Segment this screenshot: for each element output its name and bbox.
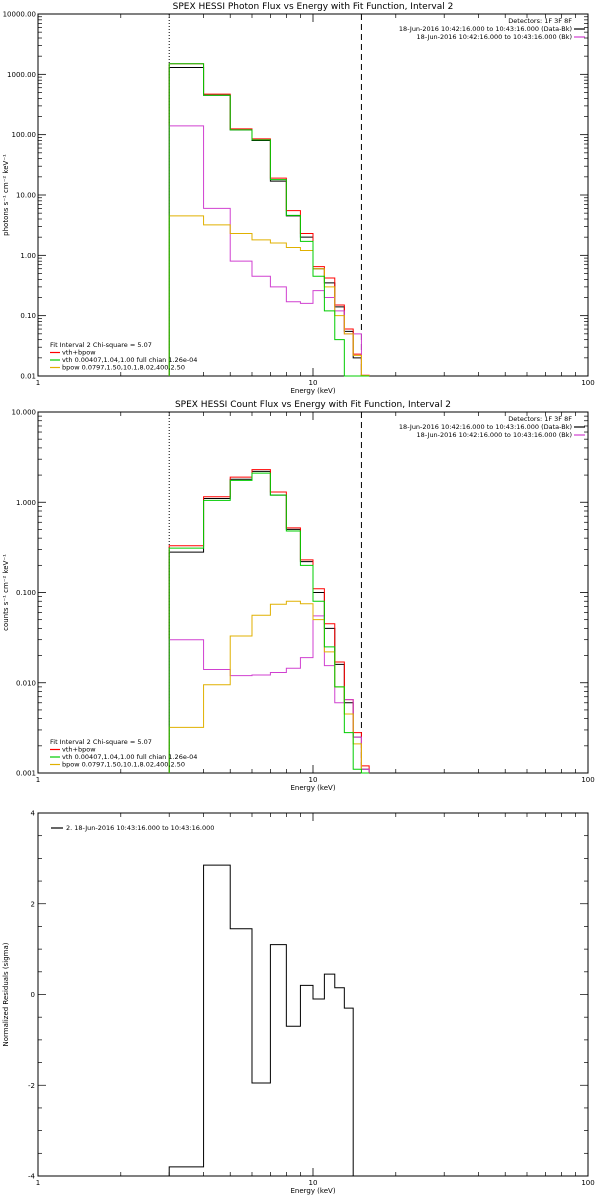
chart-title: SPEX HESSI Photon Flux vs Energy with Fi…	[173, 2, 454, 12]
x-axis-label: Energy (keV)	[290, 387, 335, 395]
series-line-vth-bpow	[168, 63, 370, 376]
y-tick-label: 0.10	[20, 312, 36, 320]
chart-panel-3: 1 10 100 Energy (keV) -4 -2 0 2 4 Normalized Resi…	[2, 810, 595, 1196]
plot-frame	[37, 13, 589, 377]
series-line-bpow	[168, 600, 370, 774]
x-tick-label: 1	[36, 1179, 40, 1187]
y-axis-label: Normalized Residuals (sigma)	[2, 942, 10, 1046]
y-tick-label: 0.010	[16, 679, 36, 687]
legend-text-top-right: 18-Jun-2016 10:42:16.000 to 10:43:16.000…	[417, 431, 572, 439]
legend-text-bottom-left: vth 0.00407,1.04,1.00 full chian 1.26e-0…	[62, 753, 197, 761]
legend-text-top-right: 18-Jun-2016 10:42:16.000 to 10:43:16.000…	[399, 423, 572, 431]
y-tick-label: 1000.00	[7, 71, 36, 79]
chart-title: SPEX HESSI Count Flux vs Energy with Fit…	[175, 400, 451, 410]
y-tick-label: 10.00	[16, 192, 36, 200]
y-axis-label: photons s⁻¹ cm⁻² keV⁻¹	[2, 154, 10, 236]
y-tick-label: 1.00	[20, 252, 36, 260]
legend-text-bottom-left: Fit Interval 2 Chi-square = 5.07	[50, 341, 152, 349]
legend-text-bottom-left: vth+bpow	[62, 746, 96, 754]
x-axis-label: Energy (keV)	[290, 1187, 335, 1195]
y-tick-label: 0	[31, 991, 35, 999]
y-tick-label: -4	[28, 1173, 36, 1181]
y-tick-label: 1.000	[16, 499, 36, 507]
series-line-2-18-jun-2016-10-43-16-000-to-10-43-16-000	[168, 864, 354, 1176]
series-line-vth	[168, 63, 370, 377]
x-tick-label: 100	[581, 1179, 594, 1187]
y-tick-label: 100.00	[12, 131, 37, 139]
legend-text-top-right: 18-Jun-2016 10:42:16.000 to 10:43:16.000…	[417, 33, 572, 41]
series-line-data-bk	[168, 66, 370, 377]
legend-text-bottom-left: vth+bpow	[62, 349, 96, 357]
x-tick-label: 1	[36, 776, 40, 784]
legend-text-top-right: Detectors: 1F 3F 8F	[508, 17, 572, 25]
x-tick-label: 100	[581, 776, 594, 784]
x-tick-label: 10	[309, 379, 318, 387]
y-tick-label: 10.000	[12, 409, 37, 417]
legend-text-bottom-left: vth 0.00407,1.04,1.00 full chian 1.26e-0…	[62, 356, 197, 364]
y-tick-label: 0.01	[20, 373, 36, 381]
series-line-bk	[168, 125, 370, 377]
y-axis-label: counts s⁻¹ cm⁻² keV⁻¹	[2, 554, 10, 631]
x-tick-label: 10	[309, 1179, 318, 1187]
x-axis-label: Energy (keV)	[290, 784, 335, 792]
legend-text-bottom-left: bpow 0.0797,1.50,10.1,8.02,400,2.50	[62, 761, 185, 769]
legend-text-bottom-left: Fit Interval 2 Chi-square = 5.07	[50, 738, 152, 746]
chart-panel-1: SPEX HESSI Photon Flux vs Energy with Fi…	[2, 2, 595, 395]
series-line-bk	[168, 615, 370, 773]
series-line-bpow	[168, 215, 370, 376]
x-tick-label: 100	[581, 379, 594, 387]
legend-text-top-right: Detectors: 1F 3F 8F	[508, 415, 572, 423]
y-tick-label: 0.100	[16, 589, 36, 597]
legend-text-top-right: 18-Jun-2016 10:42:16.000 to 10:43:16.000…	[399, 25, 572, 33]
chart-panel-2: SPEX HESSI Count Flux vs Energy with Fit…	[2, 400, 595, 792]
x-tick-label: 10	[309, 776, 318, 784]
y-tick-label: 0.001	[16, 770, 36, 778]
y-tick-label: 4	[31, 810, 36, 818]
y-tick-label: 2	[31, 900, 35, 908]
series-line-vth	[168, 472, 370, 774]
legend-text-top-left: 2. 18-Jun-2016 10:43:16.000 to 10:43:16.…	[66, 824, 214, 832]
y-tick-label: 10000.00	[3, 11, 36, 19]
legend-text-bottom-left: bpow 0.0797,1.50,10.1,8.02,400,2.50	[62, 364, 185, 372]
x-tick-label: 1	[36, 379, 40, 387]
y-tick-label: -2	[28, 1082, 35, 1090]
